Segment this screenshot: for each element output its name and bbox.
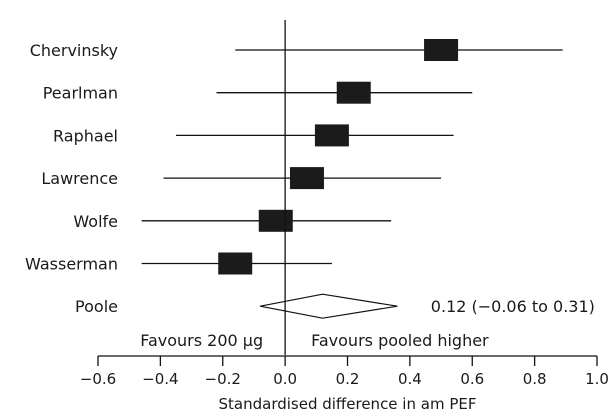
x-tick-label: −0.6: [80, 370, 116, 388]
study-wasserman-label: Wasserman: [25, 255, 118, 274]
study-pearlman-estimate-box: [336, 81, 371, 104]
x-tick-label: −0.4: [142, 370, 178, 388]
x-axis: −0.6 −0.4 −0.2 0.0 0.2 0.4 0.6 0.8 1.0: [80, 355, 609, 388]
x-axis-title: Standardised difference in am PEF: [219, 395, 477, 413]
x-tick-label: 0.6: [460, 370, 484, 388]
x-tick-label: 0.8: [523, 370, 547, 388]
study-wolfe-estimate-box: [258, 209, 293, 232]
study-lawrence-estimate-box: [289, 167, 324, 190]
study-wolfe-label: Wolfe: [73, 212, 118, 231]
x-tick-label: 0.4: [398, 370, 422, 388]
study-lawrence-label: Lawrence: [41, 169, 118, 188]
x-tick-label: 1.0: [585, 370, 609, 388]
study-raphael-label: Raphael: [53, 126, 118, 145]
study-raphael-estimate-box: [314, 124, 349, 147]
pooled-diamond: [260, 293, 398, 319]
pooled-row: Poole 0.12 (−0.06 to 0.31): [75, 293, 595, 319]
study-wasserman-estimate-box: [218, 252, 253, 275]
pooled-estimate-label: 0.12 (−0.06 to 0.31): [431, 297, 595, 316]
x-tick-label: −0.2: [205, 370, 241, 388]
study-chervinsky-label: Chervinsky: [30, 41, 118, 60]
favours-left-label: Favours 200 µg: [140, 331, 263, 350]
pooled-label: Poole: [75, 297, 118, 316]
study-pearlman-label: Pearlman: [43, 84, 118, 103]
x-tick-label: 0.0: [273, 370, 297, 388]
favours-right-label: Favours pooled higher: [311, 331, 489, 350]
x-tick-label: 0.2: [336, 370, 360, 388]
study-chervinsky-estimate-box: [424, 39, 459, 61]
study-rows: Chervinsky Pearlman Raphael Lawrence Wolfe Wa…: [25, 39, 563, 275]
